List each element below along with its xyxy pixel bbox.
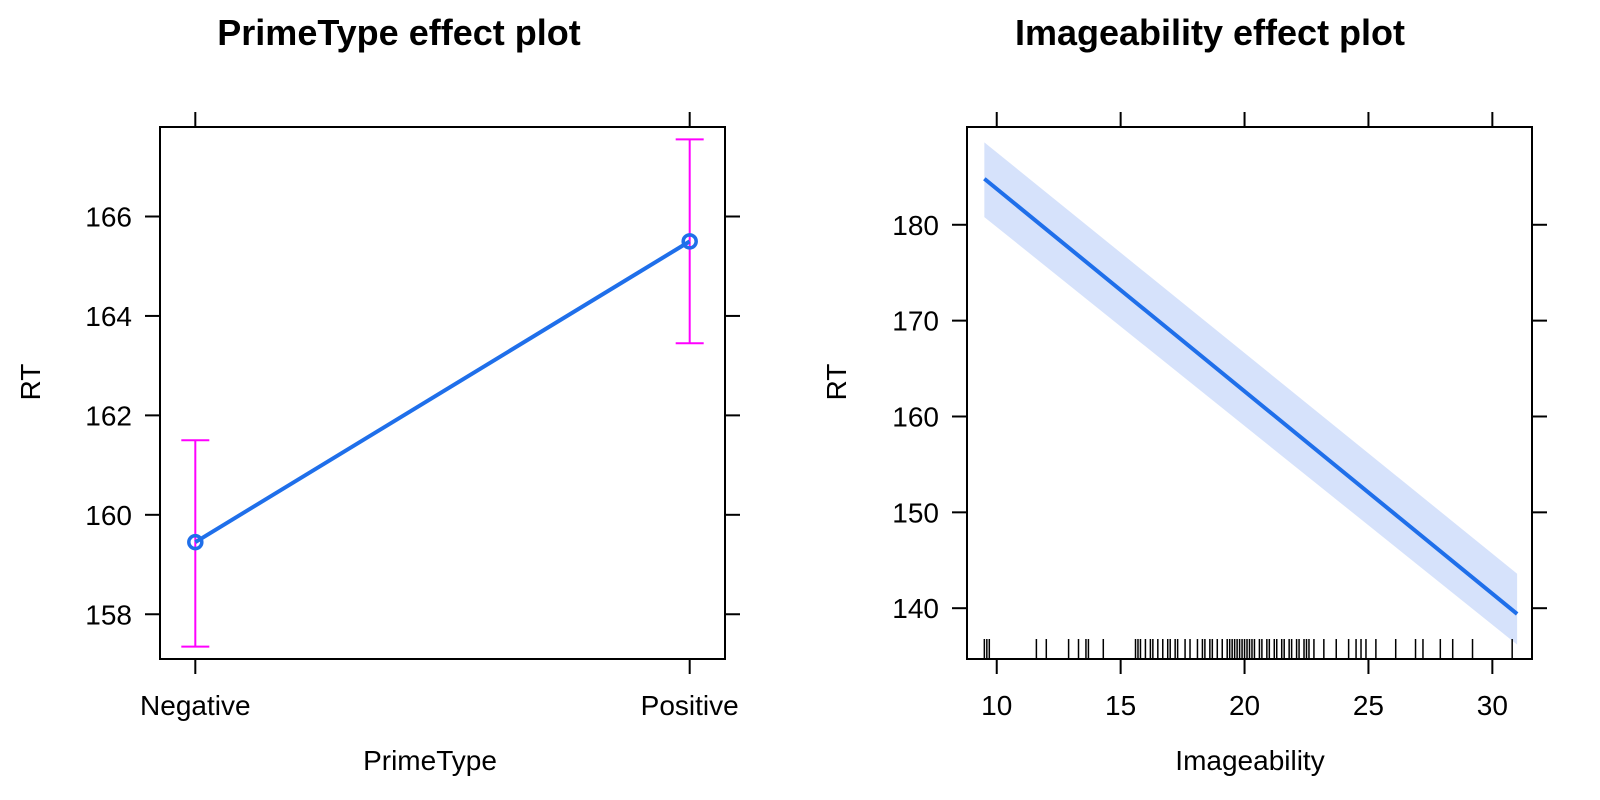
- confidence-band: [984, 142, 1518, 645]
- y-axis-label: RT: [821, 364, 852, 401]
- plot-frame: [159, 126, 726, 660]
- series-line: [983, 177, 1519, 616]
- series-line-layer: [983, 177, 1519, 616]
- y-axis-label: RT: [15, 364, 46, 401]
- y-tick-label: 160: [85, 500, 132, 531]
- series-line-layer: [194, 239, 691, 544]
- series-line: [194, 239, 691, 544]
- plot-frame: [966, 126, 1533, 660]
- x-axis-label: Imageability: [1175, 745, 1324, 776]
- axes-layer: 158 160 162 164 166 Negative Positive: [85, 112, 740, 721]
- x-tick-label: Negative: [140, 690, 251, 721]
- point-layer: [187, 233, 698, 551]
- y-tick-label: 150: [892, 497, 939, 528]
- y-tick-label: 162: [85, 400, 132, 431]
- x-tick-label: Positive: [641, 690, 739, 721]
- x-tick-label: 30: [1477, 690, 1508, 721]
- data-point: [681, 233, 698, 250]
- x-axis-label: PrimeType: [363, 745, 497, 776]
- y-tick-label: 166: [85, 201, 132, 232]
- imageability-effect-panel: Imageability effect plot RT Imageability…: [821, 12, 1547, 776]
- x-tick-label: 20: [1229, 690, 1260, 721]
- chart-title: Imageability effect plot: [1015, 12, 1405, 53]
- y-tick-label: 170: [892, 306, 939, 337]
- y-tick-label: 158: [85, 599, 132, 630]
- rug-layer: [983, 639, 1513, 659]
- primetype-effect-panel: PrimeType effect plot RT PrimeType 158 16…: [15, 12, 740, 776]
- y-tick-label: 164: [85, 301, 132, 332]
- x-tick-label: 25: [1353, 690, 1384, 721]
- axes-layer: 140 150 160 170 180 10 15 20 25 30: [892, 112, 1547, 721]
- error-bar: [181, 439, 210, 648]
- y-tick-label: 140: [892, 593, 939, 624]
- y-tick-label: 160: [892, 401, 939, 432]
- chart-title: PrimeType effect plot: [217, 12, 580, 53]
- x-tick-label: 15: [1105, 690, 1136, 721]
- x-tick-label: 10: [981, 690, 1012, 721]
- y-tick-label: 180: [892, 210, 939, 241]
- data-point: [187, 533, 204, 551]
- confidence-band-layer: [984, 142, 1518, 645]
